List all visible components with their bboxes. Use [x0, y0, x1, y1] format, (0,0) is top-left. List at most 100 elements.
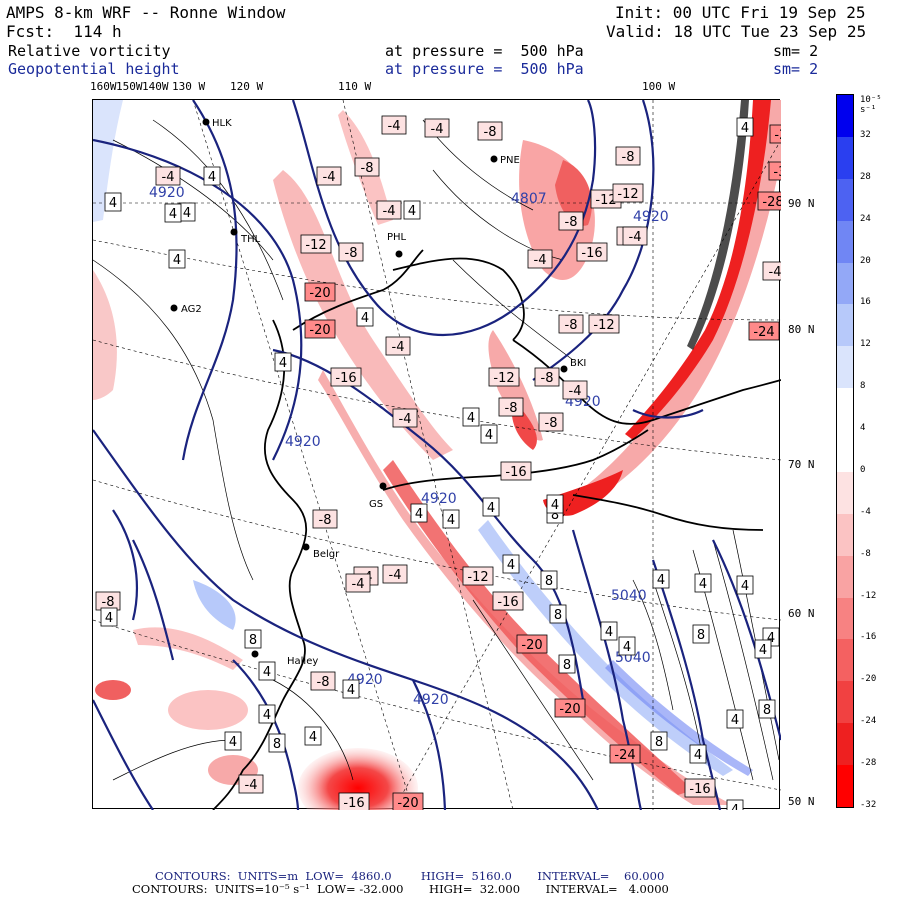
vorticity-label: 4 [183, 206, 191, 221]
field2-smooth: sm= 2 [773, 60, 819, 78]
vorticity-label: -4 [389, 568, 402, 583]
lon-label: 110 W [338, 80, 372, 93]
lon-label: 160W [90, 80, 117, 93]
vorticity-label-box [736, 117, 754, 137]
vorticity-label: 4 [229, 735, 237, 750]
vorticity-label: 4 [741, 121, 749, 136]
colorbar-tick-label: -4 [860, 506, 871, 517]
vorticity-label: 4 [731, 803, 739, 810]
colorbar-tick-label: -24 [860, 716, 877, 727]
forecast-hour: Fcst: 114 h [6, 22, 122, 41]
map-panel[interactable]: 4920 4920 4920 4920 4920 4807 4920 4920 … [92, 99, 781, 810]
station-marker [560, 365, 568, 373]
vorticity-label-box [382, 564, 408, 584]
vorticity-label-box [338, 792, 370, 810]
station-label: Halley [287, 656, 318, 667]
vorticity-label: 4 [447, 513, 455, 528]
colorbar-segment [837, 220, 853, 264]
colorbar-tick-label: 24 [860, 213, 871, 224]
vorticity-label: 8 [545, 574, 553, 589]
vorticity-label: 4 [173, 253, 181, 268]
vorticity-label: -16 [335, 371, 356, 386]
vorticity-label: -12 [467, 570, 488, 585]
vorticity-label: -4 [352, 577, 365, 592]
vorticity-label-box [338, 242, 364, 262]
station-marker [202, 118, 210, 126]
vorticity-label: -16 [343, 796, 364, 810]
vorticity-label: 4 [279, 356, 287, 371]
station-marker [490, 155, 498, 163]
vorticity-label-box [498, 397, 524, 417]
vorticity-label: -4 [534, 253, 547, 268]
vorticity-label: 4 [657, 573, 665, 588]
vorticity-label: 4 [208, 170, 216, 185]
field2-name: Geopotential height [8, 60, 180, 78]
vorticity-label-box [392, 408, 418, 428]
height-label: 4920 [285, 434, 321, 450]
vorticity-label: 4 [347, 683, 355, 698]
vorticity-label: -8 [345, 246, 358, 261]
lat-label: 50 N [788, 795, 815, 808]
colorbar-tick-label: 16 [860, 297, 871, 308]
height-label: 5040 [611, 588, 647, 604]
colorbar-tick-label: -12 [860, 590, 877, 601]
colorbar-segment [837, 639, 853, 682]
colorbar-segment [837, 388, 853, 431]
lon-label: 120 W [230, 80, 264, 93]
colorbar-segment [837, 136, 853, 180]
station-label: THL [240, 234, 261, 245]
vorticity-label: 4 [105, 611, 113, 626]
vorticity-label: -4 [388, 119, 401, 134]
vorticity-label: 4 [169, 207, 177, 222]
vorticity-label-box [762, 261, 781, 281]
vorticity-label: 4 [759, 643, 767, 658]
lon-label: 150W [116, 80, 143, 93]
vorticity-label: -16 [689, 782, 710, 797]
vorticity-label-box [385, 336, 411, 356]
vorticity-label-box [224, 731, 242, 751]
vorticity-label: -20 [397, 796, 418, 810]
vorticity-label: 4 [699, 577, 707, 592]
vorticity-label-box [726, 709, 744, 729]
vorticity-label: -4 [323, 170, 336, 185]
colorbar-tick-label: -16 [860, 632, 877, 643]
vorticity-label-box [622, 226, 648, 246]
vorticity-label-box [540, 570, 558, 590]
vorticity-label: 4 [485, 428, 493, 443]
vorticity-label: -8 [565, 318, 578, 333]
vorticity-label-box [304, 282, 336, 302]
map-title: AMPS 8-km WRF -- Ronne Window [6, 3, 286, 22]
colorbar-segment [837, 555, 853, 599]
valid-time: Valid: 18 UTC Tue 23 Sep 25 [606, 22, 867, 41]
vorticity-label-box [538, 412, 564, 432]
colorbar-segment [837, 597, 853, 640]
colorbar-segment [837, 471, 853, 515]
vorticity-label-box [615, 146, 641, 166]
station-marker [302, 543, 310, 551]
lat-label: 70 N [788, 458, 815, 471]
colorbar-segment [837, 346, 853, 389]
field2-level: at pressure = 500 hPa [385, 60, 584, 78]
vorticity-label-box [304, 726, 322, 746]
vorticity-label-box [527, 249, 553, 269]
vorticity-label-box [748, 321, 780, 341]
vorticity-label-box [442, 509, 460, 529]
vorticity-label: -28 [774, 128, 781, 143]
vorticity-label: -4 [569, 384, 582, 399]
vorticity-label: 4 [361, 311, 369, 326]
station-label: PNE [500, 155, 520, 166]
station-marker [395, 250, 403, 258]
colorbar-segment [837, 95, 853, 138]
field1-name: Relative vorticity [8, 42, 171, 60]
vorticity-label-box [244, 629, 262, 649]
vorticity-label: -28 [762, 195, 781, 210]
colorbar-segment [837, 681, 853, 724]
vorticity-label: -8 [319, 513, 332, 528]
vorticity-label-box [726, 799, 744, 810]
colorbar-tick-label: 20 [860, 255, 871, 266]
vorticity-label-box [612, 183, 644, 203]
vorticity-label-box [238, 774, 264, 794]
vorticity-label: -12 [593, 318, 614, 333]
vorticity-label-box [342, 679, 360, 699]
station-label: PHL [387, 232, 407, 243]
